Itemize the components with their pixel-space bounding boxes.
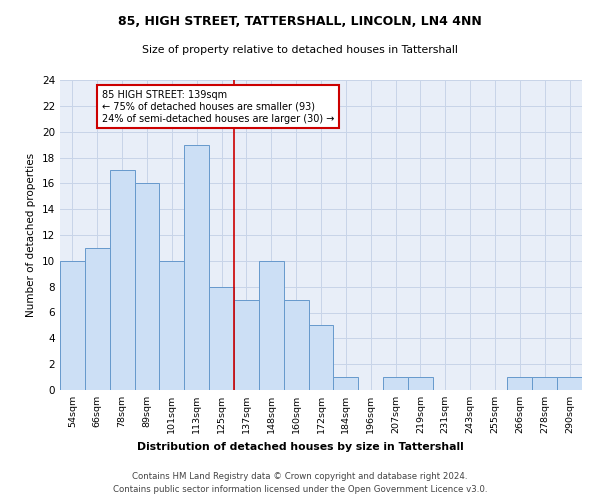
Bar <box>134 184 160 390</box>
Text: Contains HM Land Registry data © Crown copyright and database right 2024.: Contains HM Land Registry data © Crown c… <box>132 472 468 481</box>
Bar <box>160 261 184 390</box>
Bar <box>209 286 234 390</box>
Text: 85 HIGH STREET: 139sqm
← 75% of detached houses are smaller (93)
24% of semi-det: 85 HIGH STREET: 139sqm ← 75% of detached… <box>102 90 335 124</box>
Y-axis label: Number of detached properties: Number of detached properties <box>26 153 37 317</box>
Text: Size of property relative to detached houses in Tattershall: Size of property relative to detached ho… <box>142 45 458 55</box>
Text: 85, HIGH STREET, TATTERSHALL, LINCOLN, LN4 4NN: 85, HIGH STREET, TATTERSHALL, LINCOLN, L… <box>118 15 482 28</box>
Bar <box>110 170 134 390</box>
Bar <box>308 326 334 390</box>
Text: Distribution of detached houses by size in Tattershall: Distribution of detached houses by size … <box>137 442 463 452</box>
Bar <box>508 377 532 390</box>
Text: Contains public sector information licensed under the Open Government Licence v3: Contains public sector information licen… <box>113 484 487 494</box>
Bar <box>184 144 209 390</box>
Bar <box>85 248 110 390</box>
Bar <box>234 300 259 390</box>
Bar <box>408 377 433 390</box>
Bar <box>284 300 308 390</box>
Bar <box>259 261 284 390</box>
Bar <box>532 377 557 390</box>
Bar <box>334 377 358 390</box>
Bar <box>60 261 85 390</box>
Bar <box>383 377 408 390</box>
Bar <box>557 377 582 390</box>
